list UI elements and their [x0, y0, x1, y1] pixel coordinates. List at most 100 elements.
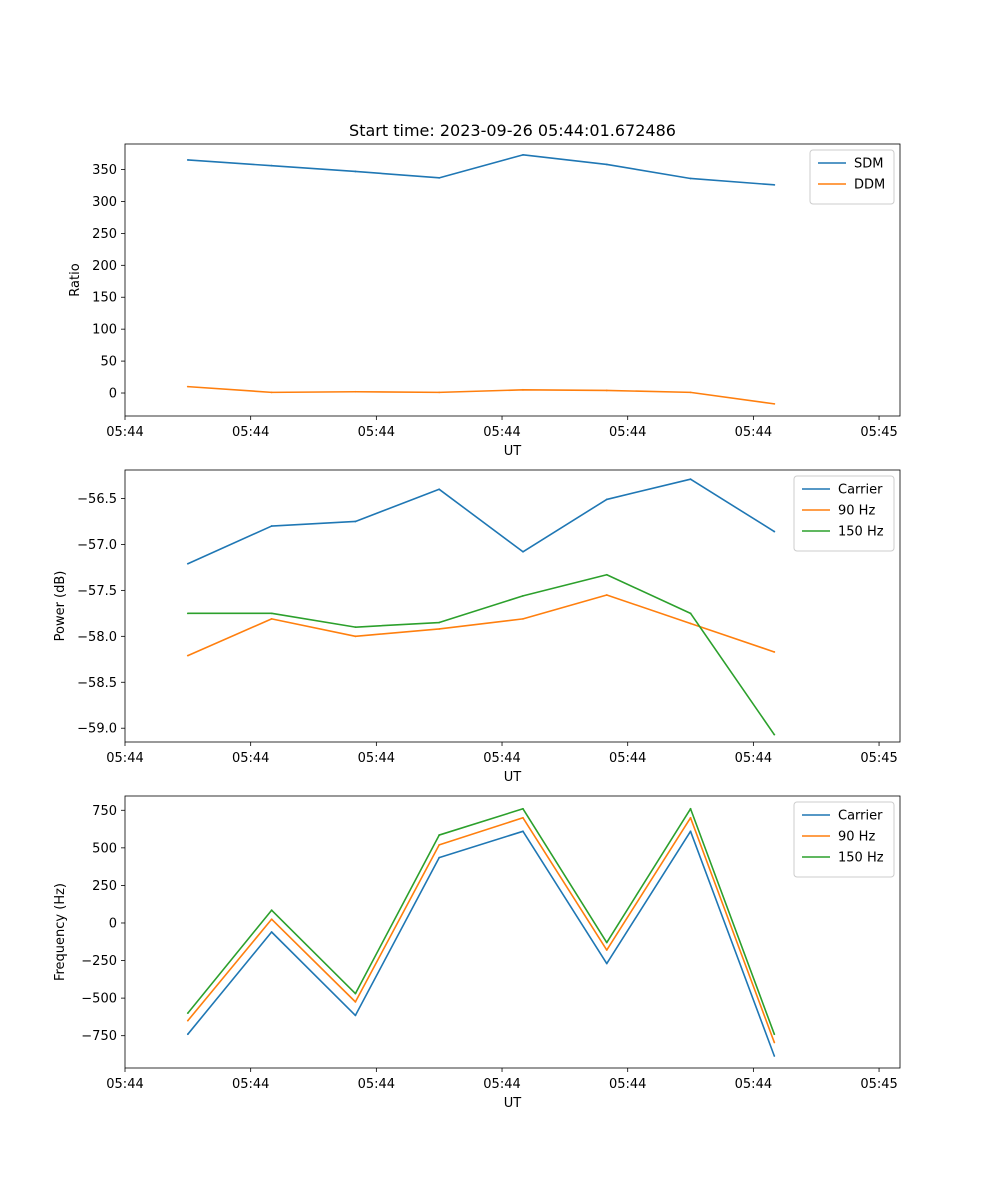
panel-3-legend-box: [793, 801, 895, 878]
panel-1-series-sdm-point: [354, 170, 357, 173]
panel-3-x-axis-label: UT: [504, 1096, 522, 1111]
panel-3-series-150-hz-point: [186, 1012, 189, 1015]
panel-3: 05:44 05:44 05:44 05:44 05:44 05:44 05:45 −750 −…: [53, 795, 901, 1111]
panel-3-y-tick-label: 0: [109, 916, 117, 931]
panel-2-series-carrier-point: [773, 530, 776, 533]
panel-2-series-carrier-point: [186, 562, 189, 565]
panel-2-x-tick-label: 05:44: [735, 751, 772, 766]
panel-1-series-ddm-point: [186, 385, 189, 388]
panel-2-series-90-hz-point: [773, 651, 776, 653]
panel-3-series-carrier-point: [186, 1033, 189, 1036]
panel-3-series-90-hz-point: [270, 918, 273, 921]
panel-2-legend-label-carrier: Carrier: [838, 483, 883, 498]
panel-3-x-tick-label: 05:45: [860, 1077, 897, 1092]
panel-3-y-tick-label: −750: [81, 1029, 117, 1044]
panel-1-series-ddm-point: [773, 402, 776, 405]
panel-1-x-tick-label: 05:44: [483, 425, 520, 440]
panel-2-series-150-hz-point: [773, 733, 776, 736]
panel-1-series-sdm-point: [605, 163, 608, 166]
panel-2-x-tick-label: 05:44: [232, 751, 269, 766]
panel-1-y-tick-label: 300: [92, 195, 117, 210]
panel-2-axes-frame: [124, 469, 901, 743]
panel-1-series-sdm-point: [438, 176, 441, 179]
panel-3-y-tick-label: 500: [92, 841, 117, 856]
panel-2-y-tick-label: −56.5: [77, 492, 117, 507]
panel-2-series-90-hz-point: [438, 628, 441, 630]
panel-3-y-tick-label: −250: [81, 954, 117, 969]
panel-3-series-90-hz-point: [522, 816, 524, 819]
panel-1-series-sdm-point: [186, 159, 189, 161]
panel-2-y-tick-label: −58.5: [77, 676, 117, 691]
panel-1-y-tick-label: 0: [109, 387, 117, 402]
panel-3-series-carrier-point: [438, 856, 441, 859]
panel-3-y-tick-label: −500: [81, 992, 117, 1007]
panel-2-series-carrier-point: [354, 520, 357, 523]
panel-1-y-tick-label: 250: [92, 227, 117, 242]
figure-title: Start time: 2023-09-26 05:44:01.672486: [349, 121, 676, 140]
panel-2-x-tick-label: 05:44: [483, 751, 520, 766]
panel-2-series-90-hz-point: [270, 617, 273, 620]
panel-3-series-carrier-point: [522, 830, 524, 833]
panel-2-legend-box: [793, 475, 895, 552]
panel-3-x-tick-label: 05:44: [735, 1077, 772, 1092]
panel-3-series-90-hz-point: [354, 1000, 357, 1003]
panel-2-series-carrier-point: [605, 498, 608, 501]
panel-3-series-150-hz-point: [438, 834, 441, 836]
panel-1-y-tick-label: 50: [100, 355, 117, 370]
panel-2-legend-label-90-hz: 90 Hz: [838, 504, 875, 519]
panel-1-series-sdm-line: [187, 154, 775, 186]
panel-3-legend: Carrier 90 Hz 150 Hz: [793, 801, 895, 878]
panel-2-series-carrier-point: [689, 478, 692, 481]
panel-1-y-tick-label: 350: [92, 163, 117, 178]
panel-2-series-carrier-point: [438, 488, 441, 491]
panel-1-legend: SDM DDM: [809, 149, 895, 205]
panel-2-x-tick-label: 05:44: [358, 751, 395, 766]
panel-3-legend-label-150-hz: 150 Hz: [838, 851, 884, 866]
panel-2-y-axis-label: Power (dB): [53, 571, 68, 642]
panel-3-series-150-hz-point: [605, 941, 608, 944]
panel-2-series-150-hz-point: [186, 612, 189, 615]
panel-2-series-90-hz-point: [354, 635, 357, 638]
panel-3-series-90-hz-point: [773, 1041, 776, 1044]
panel-3-series-carrier-point: [689, 830, 692, 833]
panel-3-x-tick-label: 05:44: [232, 1077, 269, 1092]
panel-1-series-ddm-point: [605, 389, 608, 392]
panel-3-x-tick-label: 05:44: [358, 1077, 395, 1092]
panel-1-series-sdm-point: [270, 164, 273, 167]
panel-1-series-ddm-point: [689, 391, 692, 394]
panel-1-legend-label-sdm: SDM: [854, 157, 883, 172]
panel-2-y-tick-label: −57.0: [77, 538, 117, 553]
panel-3-series-150-hz-line: [187, 807, 776, 1035]
panel-3-x-tick-label: 05:44: [483, 1077, 520, 1092]
panel-1-x-tick-label: 05:44: [106, 425, 143, 440]
panel-3-series-150-hz-point: [354, 992, 357, 995]
panel-3-series-carrier-point: [354, 1014, 357, 1017]
panel-2-series-150-hz-point: [354, 626, 357, 629]
panel-3-series-90-hz-point: [689, 816, 692, 819]
panel-3-series-carrier-point: [773, 1055, 776, 1057]
panel-1-series-ddm-point: [438, 391, 441, 394]
panel-3-series-carrier-line: [187, 830, 776, 1057]
panel-1-series-sdm-point: [773, 183, 776, 186]
panel-1-x-tick-label: 05:44: [232, 425, 269, 440]
panel-3-y-tick-label: 250: [92, 879, 117, 894]
panel-3-axes-frame: [124, 795, 901, 1069]
panel-2-series-150-hz-point: [689, 612, 692, 615]
panel-2-series-90-hz-line: [187, 594, 775, 657]
panel-3-series-150-hz-point: [270, 909, 273, 912]
panel-1-series-ddm-point: [354, 390, 357, 393]
panel-1-y-tick-label: 100: [92, 323, 117, 338]
panel-1-series-ddm-point: [270, 391, 273, 394]
panel-2-legend: Carrier 90 Hz 150 Hz: [793, 475, 895, 552]
panel-2-x-axis-label: UT: [504, 770, 522, 785]
panel-3-series-carrier-point: [605, 962, 608, 965]
panel-3-series-90-hz-point: [186, 1019, 189, 1022]
panel-1-x-tick-label: 05:44: [735, 425, 772, 440]
panel-2-y-tick-label: −58.0: [77, 630, 117, 645]
panel-3-x-tick-label: 05:44: [106, 1077, 143, 1092]
panel-3-y-axis-label: Frequency (Hz): [53, 883, 68, 981]
panel-3-series-150-hz-point: [689, 807, 692, 810]
panel-3-y-tick-label: 750: [92, 804, 117, 819]
panel-2-legend-label-150-hz: 150 Hz: [838, 525, 884, 540]
